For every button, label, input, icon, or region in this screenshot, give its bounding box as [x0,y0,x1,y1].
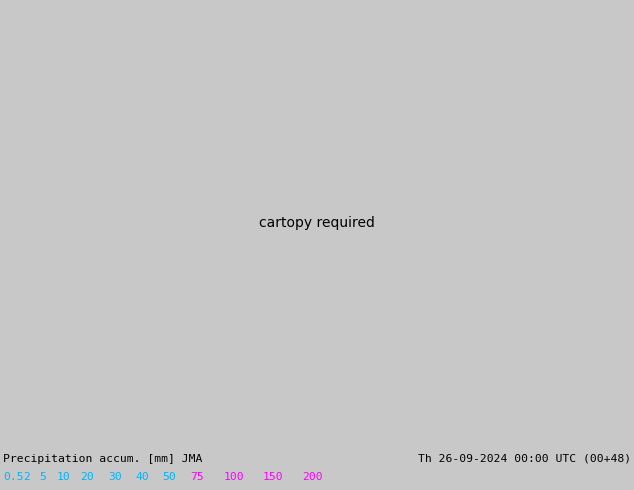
Text: 10: 10 [57,472,71,482]
Text: 5: 5 [39,472,46,482]
Text: cartopy required: cartopy required [259,216,375,230]
Text: 75: 75 [190,472,204,482]
Text: 40: 40 [135,472,149,482]
Text: 150: 150 [263,472,283,482]
Text: 2: 2 [23,472,30,482]
Text: Precipitation accum. [mm] JMA: Precipitation accum. [mm] JMA [3,454,202,464]
Text: Th 26-09-2024 00:00 UTC (00+48): Th 26-09-2024 00:00 UTC (00+48) [418,454,631,464]
Text: 200: 200 [302,472,323,482]
Text: 20: 20 [80,472,94,482]
Text: 30: 30 [108,472,122,482]
Text: 0.5: 0.5 [3,472,23,482]
Text: 100: 100 [224,472,245,482]
Text: 50: 50 [162,472,176,482]
